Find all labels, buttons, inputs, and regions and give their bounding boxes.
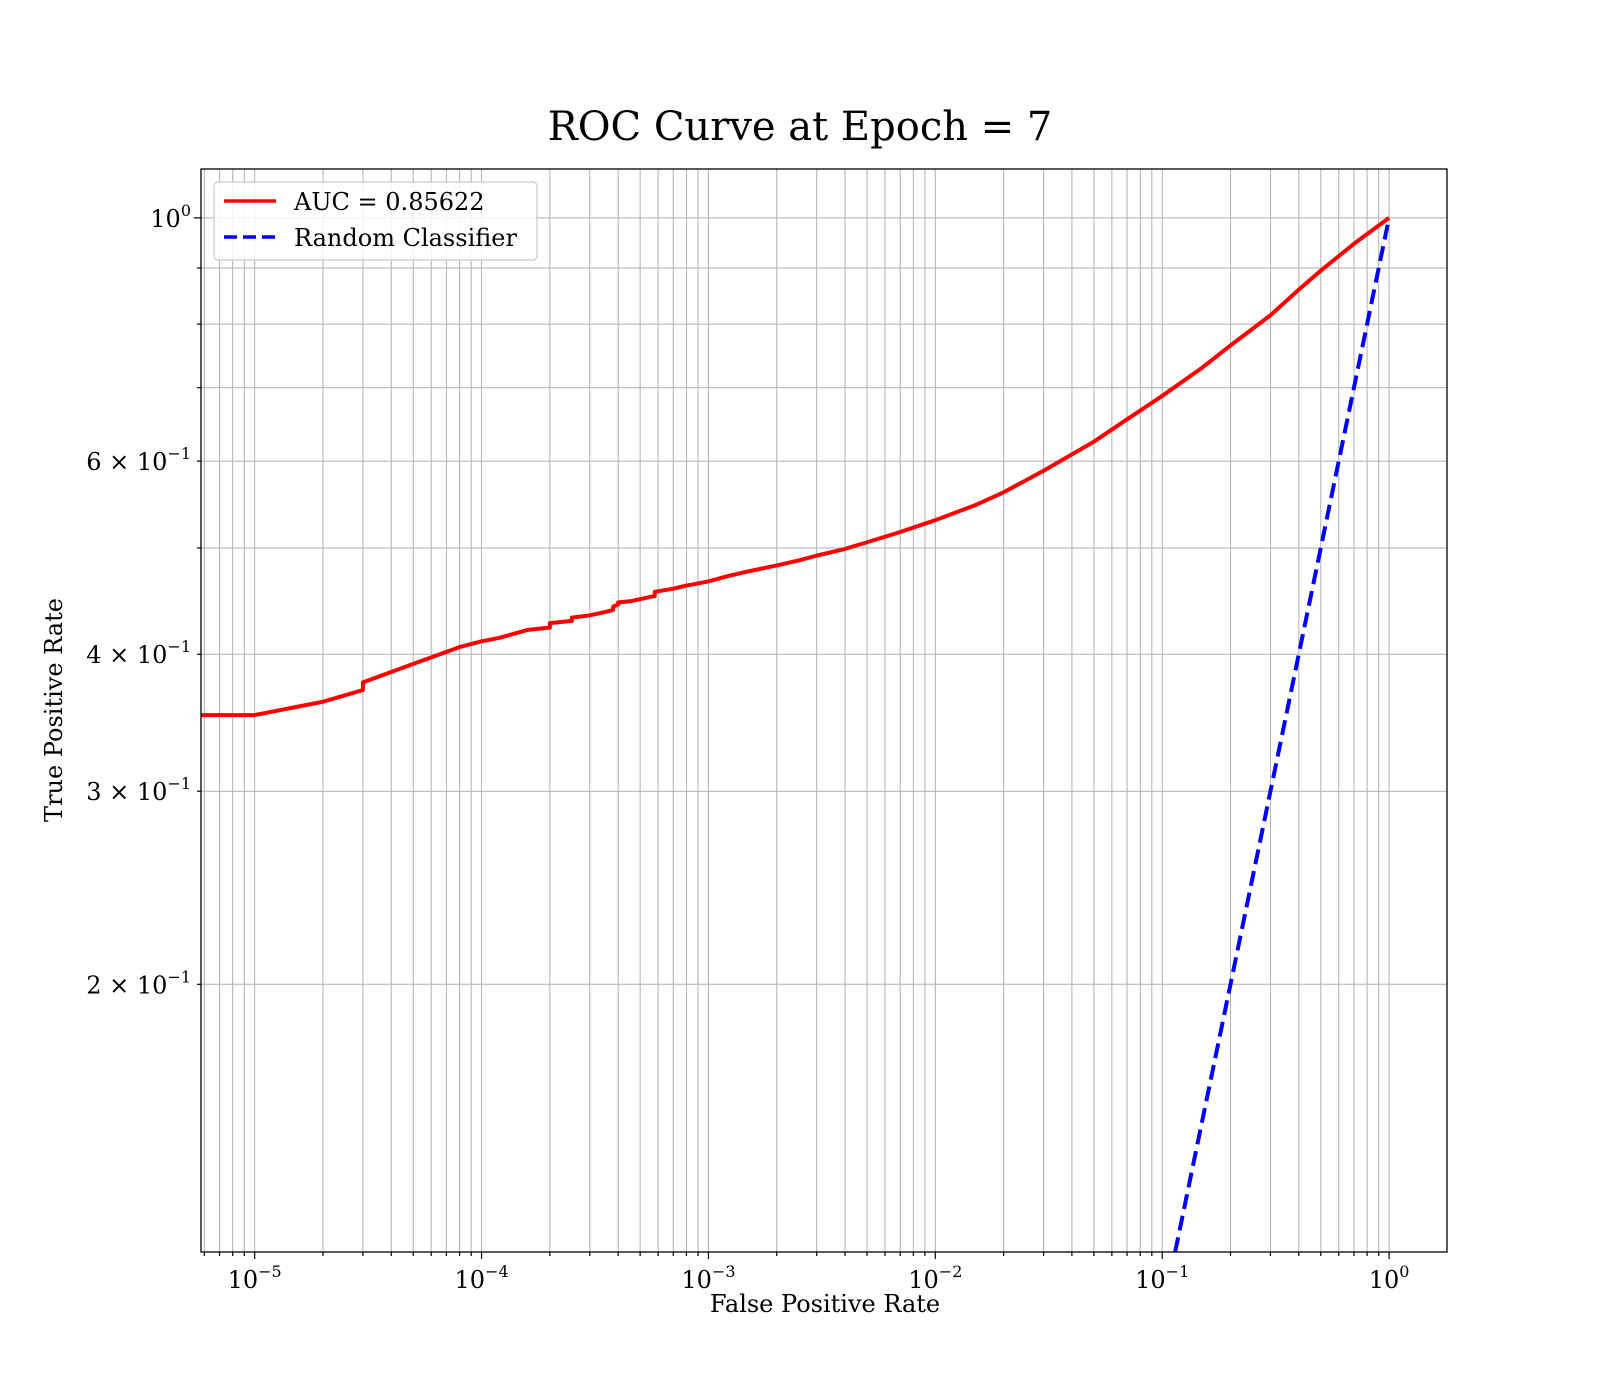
- series-layer: [201, 216, 1392, 1253]
- x-tick-label: 10−5: [228, 1262, 282, 1294]
- x-tick-label: 10−1: [1135, 1262, 1189, 1294]
- y-tick-label: 2 × 10−1: [86, 967, 191, 999]
- legend-label-random: Random Classifier: [294, 224, 517, 252]
- y-tick-label: 3 × 10−1: [86, 774, 191, 806]
- random-classifier-line: [1173, 217, 1392, 1253]
- roc-curve-line: [201, 216, 1391, 718]
- y-axis-label: True Positive Rate: [40, 598, 68, 822]
- legend-label-auc: AUC = 0.85622: [293, 188, 485, 216]
- x-tick-label: 100: [1369, 1262, 1410, 1294]
- x-tick-label: 10−3: [681, 1262, 735, 1294]
- legend: AUC = 0.85622 Random Classifier: [213, 181, 538, 261]
- grid: [201, 169, 1447, 1252]
- legend-box: [213, 181, 538, 261]
- x-axis-label: False Positive Rate: [709, 1290, 941, 1318]
- axes-frame: [200, 168, 1448, 1253]
- x-tick-label: 10−2: [908, 1262, 962, 1294]
- y-tick-label: 100: [150, 201, 191, 233]
- x-axis-ticks: 10−5 10−4 10−3 10−2 10−1 100: [203, 1252, 1410, 1294]
- y-axis-ticks: 100 6 × 10−1 4 × 10−1 3 × 10−1 2 × 10−1: [86, 201, 201, 999]
- y-tick-label: 4 × 10−1: [86, 637, 191, 669]
- y-tick-label: 6 × 10−1: [86, 444, 191, 476]
- x-tick-label: 10−4: [454, 1262, 508, 1294]
- chart-title: ROC Curve at Epoch = 7: [547, 104, 1053, 150]
